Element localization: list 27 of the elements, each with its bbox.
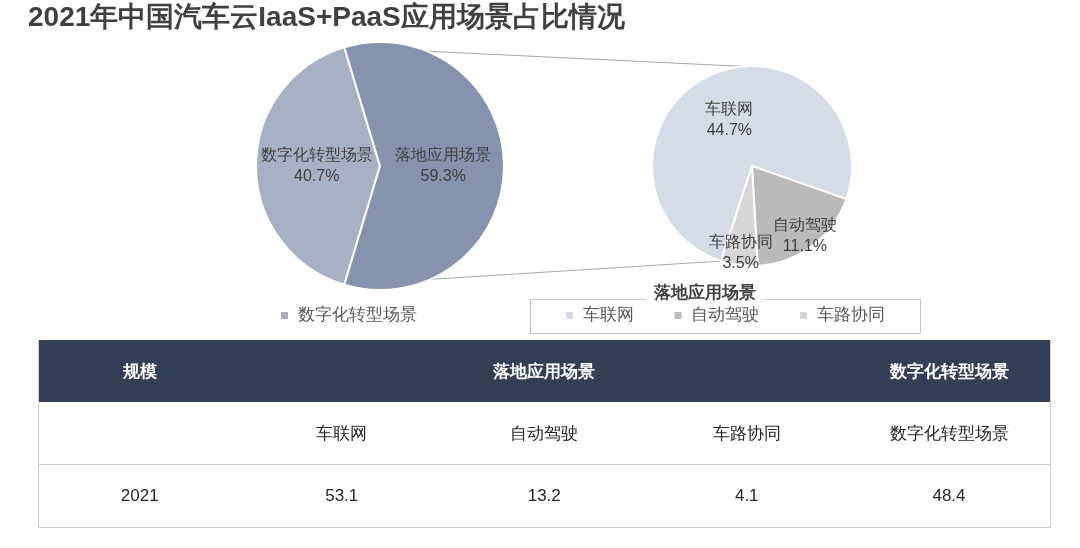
data-label: 40.7% — [294, 166, 340, 184]
category-label: 数字化转型场景 — [889, 423, 1009, 443]
legend-title: 落地应用场景 — [652, 282, 756, 302]
data-label: 53.1 — [325, 486, 359, 505]
text: 数字化转型场景 — [889, 361, 1009, 381]
slice-label: 车联网 — [705, 100, 754, 118]
data-label: 3.5% — [722, 254, 759, 272]
chart-title: 2021年中国汽车云IaaS+PaaS应用场景占比情况 — [28, 1, 625, 33]
category-label: 车联网 — [316, 423, 368, 443]
text: 规模 — [122, 361, 157, 381]
data-label: 13.2 — [527, 486, 561, 505]
data-label: 48.4 — [932, 486, 966, 505]
legend-label: 自动驾驶 — [691, 305, 759, 325]
slice-label: 车路协同 — [708, 233, 773, 251]
slice-label: 落地应用场景 — [395, 145, 492, 163]
legend-label: 车联网 — [582, 305, 634, 325]
data-label: 59.3% — [420, 166, 466, 184]
data-label: 44.7% — [706, 121, 753, 139]
category-label: 2021 — [120, 486, 159, 505]
category-label: 车路协同 — [712, 423, 781, 443]
slice-label: 自动驾驶 — [772, 216, 837, 234]
category-label: 自动驾驶 — [510, 423, 579, 443]
legend-label: 车路协同 — [816, 305, 885, 325]
slice-label: 数字化转型场景 — [260, 145, 373, 163]
data-label: 4.1 — [734, 486, 759, 505]
text: 落地应用场景 — [493, 361, 596, 381]
legend-label: 数字化转型场景 — [297, 305, 417, 325]
